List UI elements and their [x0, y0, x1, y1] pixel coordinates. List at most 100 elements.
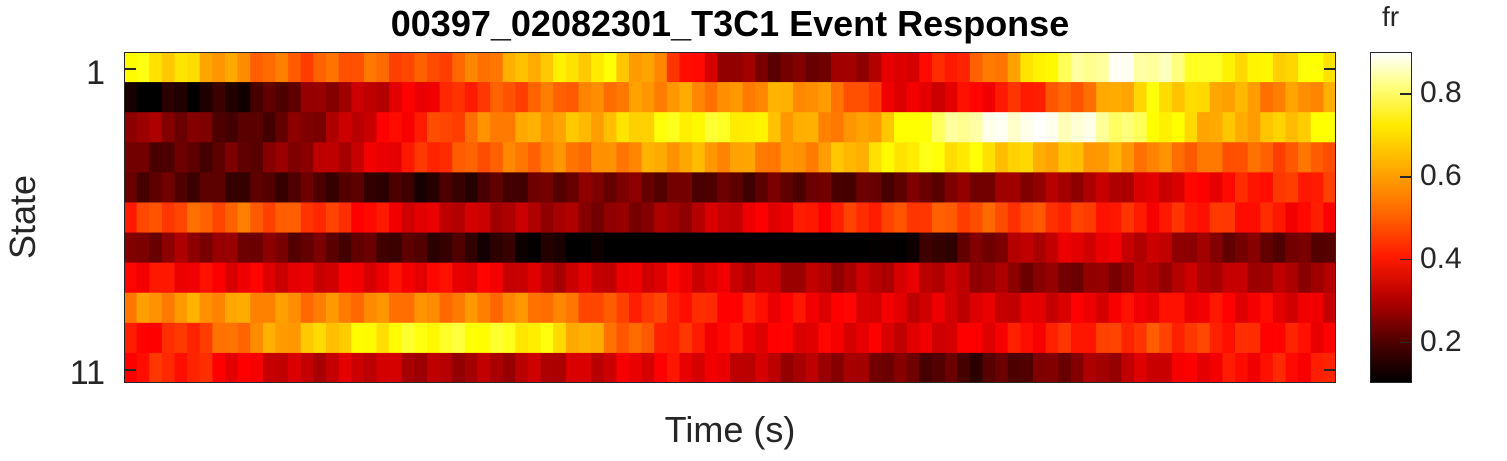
- heatmap-cell: [250, 262, 264, 294]
- heatmap-cell: [1222, 82, 1236, 113]
- heatmap-cell: [1209, 232, 1223, 264]
- heatmap-cell: [1184, 172, 1198, 204]
- heatmap-cell: [225, 232, 239, 264]
- heatmap-cell: [288, 262, 302, 294]
- heatmap-cell: [389, 352, 403, 383]
- heatmap-cell: [629, 52, 643, 83]
- heatmap-cell: [1007, 82, 1021, 113]
- heatmap-cell: [578, 172, 592, 204]
- heatmap-cell: [212, 202, 226, 234]
- heatmap-cell: [629, 262, 643, 294]
- heatmap-cell: [1285, 322, 1299, 354]
- heatmap-cell: [856, 82, 870, 113]
- heatmap-cell: [704, 352, 718, 383]
- heatmap-cell: [1298, 172, 1312, 204]
- heatmap-cell: [427, 82, 441, 113]
- heatmap-cell: [187, 322, 201, 354]
- heatmap-cell: [1096, 202, 1110, 234]
- heatmap-cell: [666, 352, 681, 383]
- heatmap-cell: [401, 232, 415, 264]
- heatmap-cell: [919, 322, 933, 354]
- heatmap-cell: [389, 112, 403, 143]
- heatmap-cell: [679, 52, 693, 83]
- heatmap-cell: [793, 202, 807, 234]
- heatmap-cell: [1159, 82, 1173, 113]
- heatmap-cell: [262, 292, 277, 324]
- heatmap-cell: [528, 52, 542, 83]
- heatmap-cell: [1070, 322, 1085, 354]
- heatmap-cell: [578, 232, 592, 264]
- heatmap-cell: [944, 262, 958, 294]
- heatmap-cell: [616, 112, 630, 143]
- heatmap-cell: [326, 232, 340, 264]
- heatmap-cell: [540, 352, 554, 383]
- heatmap-cell: [679, 112, 693, 143]
- heatmap-cell: [1045, 322, 1059, 354]
- heatmap-cell: [982, 322, 996, 354]
- heatmap-cell: [1020, 202, 1034, 234]
- heatmap-cell: [767, 232, 782, 264]
- heatmap-cell: [414, 172, 428, 204]
- heatmap-cell: [174, 232, 188, 264]
- heatmap-cell: [363, 232, 378, 264]
- heatmap-cell: [1083, 142, 1097, 173]
- heatmap-cell: [894, 292, 908, 324]
- heatmap-cell: [540, 322, 554, 354]
- heatmap-cell: [1247, 322, 1261, 354]
- heatmap-cell: [603, 202, 617, 234]
- heatmap-cell: [376, 292, 390, 324]
- heatmap-cell: [161, 322, 176, 354]
- heatmap-cell: [540, 142, 554, 173]
- heatmap-cell: [1272, 172, 1287, 204]
- heatmap-cell: [1184, 52, 1198, 83]
- ytick-mark-left: [124, 369, 136, 371]
- heatmap-cell: [490, 262, 504, 294]
- heatmap-cell: [603, 262, 617, 294]
- heatmap-cell: [1184, 262, 1198, 294]
- heatmap-cell: [969, 52, 984, 83]
- heatmap-cell: [578, 352, 592, 383]
- heatmap-cell: [515, 52, 529, 83]
- heatmap-cell: [225, 112, 239, 143]
- heatmap-cell: [578, 322, 592, 354]
- heatmap-cell: [1184, 352, 1198, 383]
- heatmap-cell: [818, 322, 832, 354]
- heatmap-cell: [995, 262, 1009, 294]
- heatmap-cell: [212, 262, 226, 294]
- heatmap-cell: [1310, 112, 1324, 143]
- heatmap-cell: [1108, 322, 1122, 354]
- heatmap-cell: [313, 82, 327, 113]
- heatmap-cell: [427, 202, 441, 234]
- heatmap-cell: [1184, 112, 1198, 143]
- heatmap-cell: [1272, 202, 1287, 234]
- heatmap-cell: [237, 82, 251, 113]
- heatmap-cell: [944, 112, 958, 143]
- heatmap-cell: [1171, 352, 1186, 383]
- heatmap-cell: [1260, 322, 1274, 354]
- heatmap-cell: [805, 112, 819, 143]
- heatmap-cell: [225, 262, 239, 294]
- heatmap-cell: [881, 202, 895, 234]
- heatmap-cell: [427, 232, 441, 264]
- heatmap-cell: [250, 82, 264, 113]
- heatmap-cell: [149, 142, 163, 173]
- heatmap-cell: [439, 352, 453, 383]
- heatmap-cell: [780, 172, 794, 204]
- colorbar-tick-mark: [1400, 176, 1412, 178]
- heatmap-cell: [376, 52, 390, 83]
- heatmap-cell: [742, 142, 756, 173]
- heatmap-cell: [679, 352, 693, 383]
- heatmap-cell: [704, 172, 718, 204]
- heatmap-cell: [149, 292, 163, 324]
- heatmap-cell: [225, 52, 239, 83]
- heatmap-cell: [1083, 352, 1097, 383]
- heatmap-cell: [553, 52, 567, 83]
- heatmap-cell: [742, 52, 756, 83]
- heatmap-cell: [603, 172, 617, 204]
- heatmap-cell: [1171, 202, 1186, 234]
- heatmap-cell: [149, 202, 163, 234]
- heatmap-cell: [1171, 82, 1186, 113]
- heatmap-cell: [1083, 202, 1097, 234]
- heatmap-cell: [313, 202, 327, 234]
- heatmap-cell: [932, 82, 946, 113]
